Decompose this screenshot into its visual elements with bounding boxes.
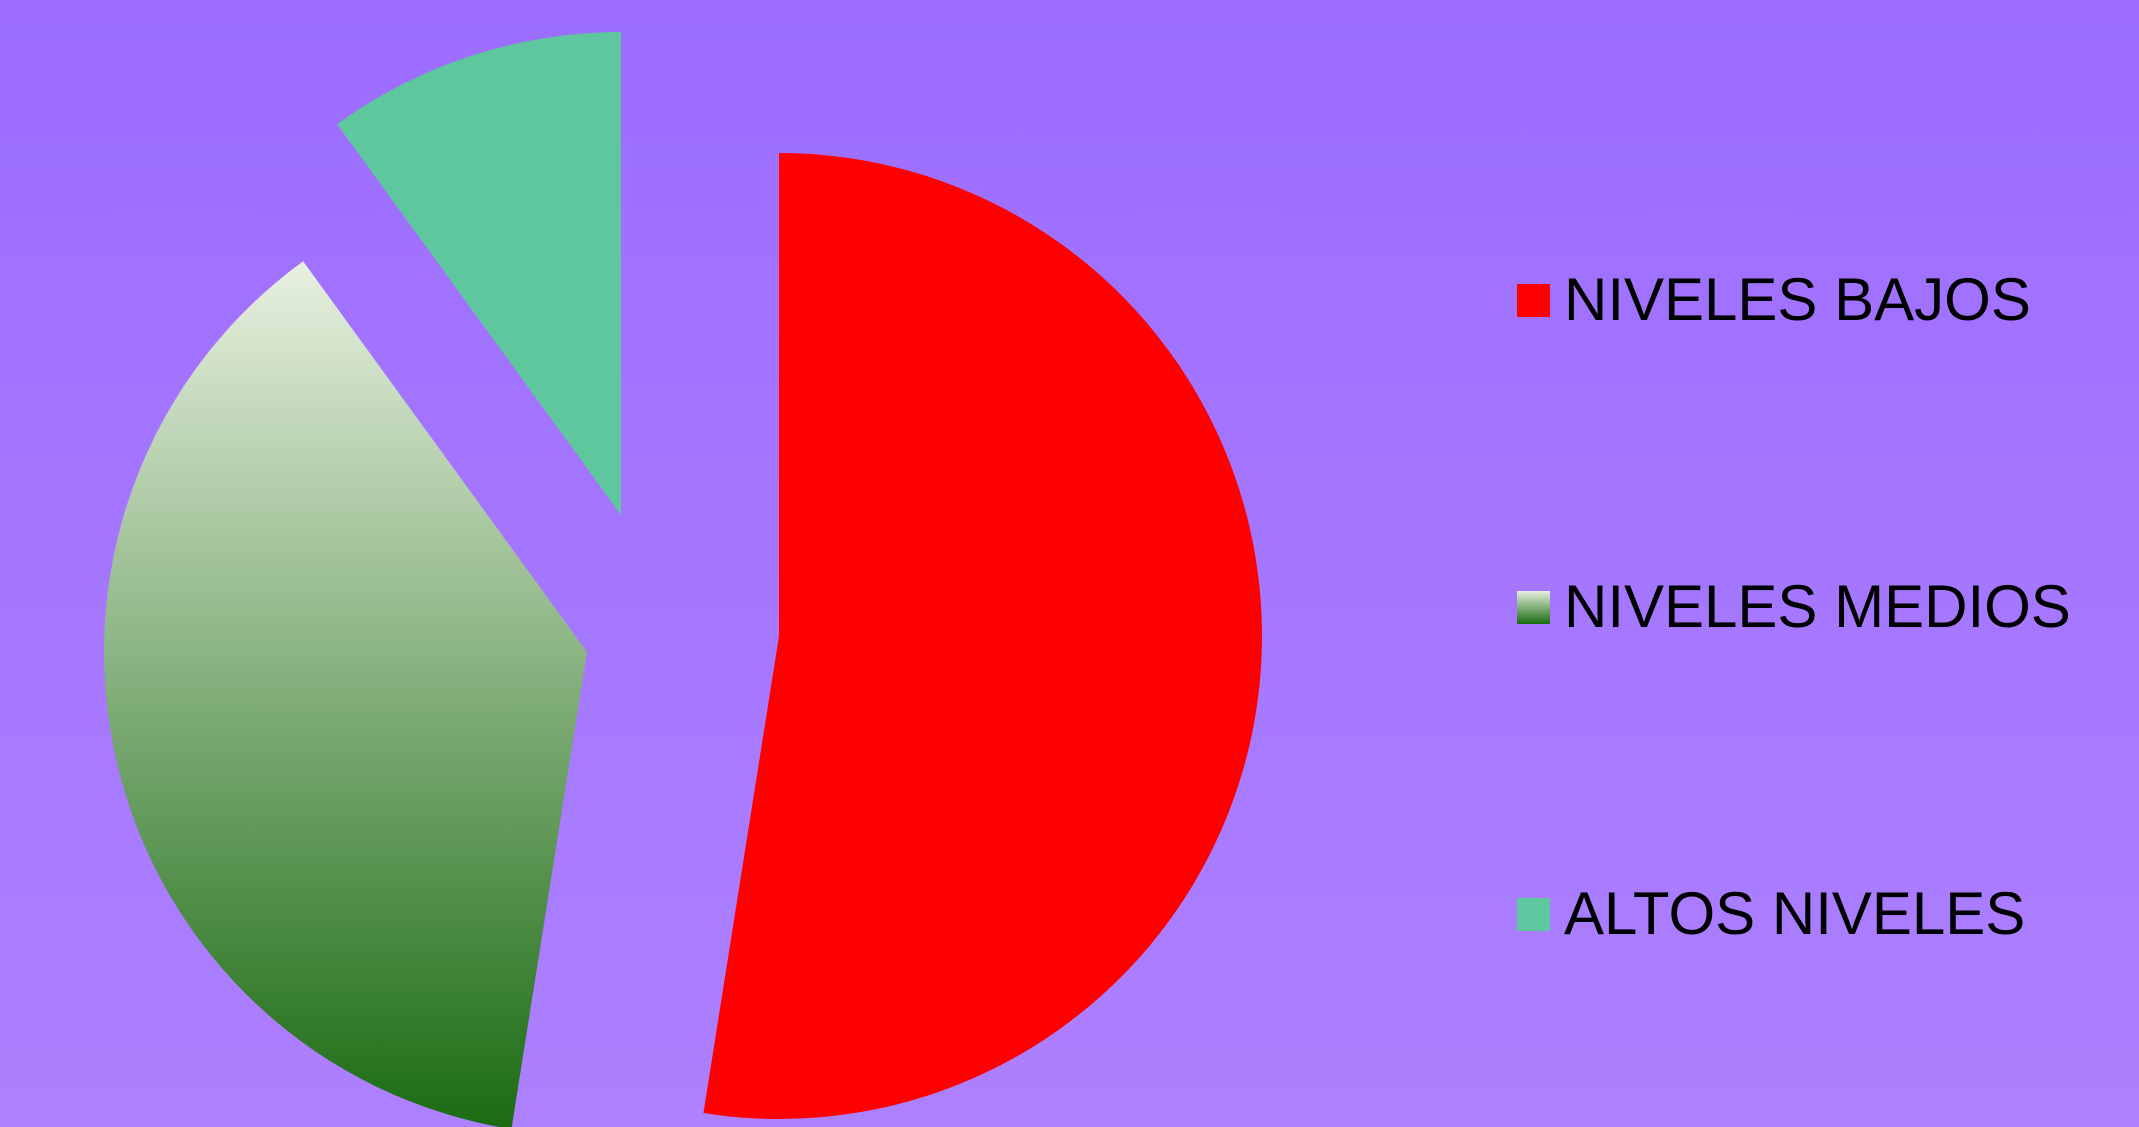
legend-item-niveles-bajos: NIVELES BAJOS bbox=[1517, 270, 2031, 330]
pie-slice-altos-niveles bbox=[337, 32, 621, 515]
legend-label-niveles-medios: NIVELES MEDIOS bbox=[1564, 573, 2071, 640]
legend-swatch-altos-niveles bbox=[1517, 897, 1550, 931]
legend-label-altos-niveles: ALTOS NIVELES bbox=[1564, 880, 2026, 947]
legend-swatch-niveles-bajos bbox=[1517, 283, 1550, 317]
legend-item-altos-niveles: ALTOS NIVELES bbox=[1517, 884, 2025, 944]
pie-slice-niveles-bajos bbox=[703, 153, 1262, 1119]
pie-slice-niveles-medios bbox=[104, 261, 587, 1127]
legend-swatch-niveles-medios bbox=[1517, 590, 1550, 624]
legend-item-niveles-medios: NIVELES MEDIOS bbox=[1517, 577, 2071, 637]
pie-slices bbox=[104, 32, 1262, 1127]
legend-label-niveles-bajos: NIVELES BAJOS bbox=[1564, 266, 2031, 333]
